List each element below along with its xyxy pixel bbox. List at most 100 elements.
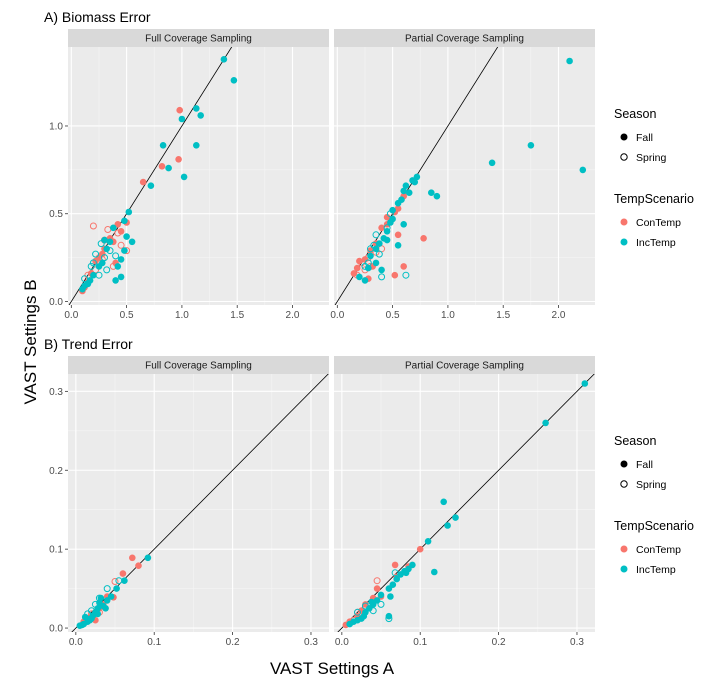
- data-point: [373, 577, 381, 585]
- x-tick-label: 0.3: [570, 637, 584, 648]
- data-point: [119, 570, 127, 577]
- data-point: [102, 605, 109, 612]
- data-point: [378, 273, 386, 281]
- x-tick-label: 0.2: [492, 637, 506, 648]
- data-point: [377, 591, 385, 599]
- data-point: [424, 538, 432, 545]
- data-point: [416, 545, 424, 553]
- data-point: [367, 252, 374, 260]
- data-point: [92, 250, 100, 258]
- data-point: [99, 259, 106, 267]
- x-tick-label: 0.5: [120, 310, 134, 321]
- facet-strip: [68, 29, 329, 47]
- data-point: [361, 602, 369, 610]
- data-point: [97, 240, 105, 248]
- points: [350, 57, 587, 284]
- x-tick-label: 0.1: [147, 637, 161, 648]
- data-point: [372, 259, 380, 267]
- data-point: [370, 241, 378, 249]
- legend-contemp-label: ConTemp: [636, 544, 681, 556]
- data-point: [103, 245, 110, 253]
- trend-error-row: Full Coverage Sampling 0.0 0.1 0.2 0.3 0.0 0.1…: [49, 356, 595, 648]
- data-point: [378, 266, 385, 274]
- legend-spring-label: Spring: [636, 152, 667, 164]
- x-tick-label: 2.0: [552, 310, 566, 321]
- y-tick-label: 1.0: [49, 121, 63, 132]
- points: [76, 554, 152, 629]
- data-point: [394, 205, 402, 212]
- data-point: [103, 597, 111, 604]
- data-point: [117, 241, 125, 249]
- data-point: [579, 166, 587, 174]
- data-point: [101, 236, 108, 244]
- data-point: [115, 577, 123, 585]
- legend-temp-title: TempScenario: [614, 192, 694, 206]
- data-point: [112, 252, 120, 260]
- data-point: [81, 275, 89, 283]
- data-point: [87, 262, 95, 270]
- legend-contemp-label: ConTemp: [636, 217, 681, 229]
- data-point: [428, 189, 435, 196]
- data-point: [383, 236, 391, 244]
- data-point: [176, 106, 183, 114]
- data-point: [405, 189, 413, 196]
- data-point: [158, 163, 166, 170]
- data-point: [372, 245, 380, 253]
- legend-spring-label: Spring: [636, 479, 667, 491]
- facet-strip: [334, 29, 595, 47]
- legend-inctemp-label: IncTemp: [636, 564, 676, 576]
- data-point: [165, 164, 172, 172]
- facet-label: Partial Coverage Sampling: [405, 34, 524, 45]
- data-point: [86, 277, 94, 284]
- data-point: [94, 610, 102, 618]
- data-point: [76, 622, 84, 629]
- x-axis-title: VAST Settings A: [270, 659, 395, 678]
- x-tick-label: 1.5: [496, 310, 510, 321]
- data-point: [383, 224, 391, 232]
- legend-b: Season Fall Spring TempScenario ConTemp …: [614, 434, 694, 576]
- data-point: [365, 264, 372, 272]
- data-point: [383, 213, 391, 221]
- data-point: [400, 221, 408, 228]
- data-point: [383, 228, 391, 235]
- data-point: [394, 231, 402, 239]
- data-point: [197, 112, 204, 119]
- data-point: [385, 615, 393, 623]
- data-point: [112, 277, 119, 284]
- data-point: [369, 607, 377, 615]
- data-point: [361, 277, 369, 284]
- data-point: [111, 578, 119, 585]
- data-point: [386, 210, 394, 218]
- data-point: [356, 273, 363, 281]
- data-point: [393, 575, 401, 583]
- data-point: [128, 238, 136, 246]
- legend-contemp-key: [620, 218, 628, 226]
- data-point: [117, 256, 125, 263]
- data-point: [81, 613, 89, 621]
- x-tick-label: 0.0: [69, 637, 83, 648]
- data-point: [377, 600, 385, 608]
- data-point: [364, 259, 372, 267]
- legend-fall-label: Fall: [636, 459, 653, 471]
- data-point: [566, 57, 573, 65]
- data-point: [411, 178, 419, 186]
- data-point: [95, 271, 103, 279]
- y-tick-label: 0.0: [49, 297, 63, 308]
- data-point: [376, 240, 383, 247]
- x-tick-label: 1.5: [230, 310, 244, 321]
- data-point: [431, 568, 438, 576]
- legend-season-title: Season: [614, 107, 656, 121]
- identity-line: [71, 374, 329, 632]
- legend-spring-key: [620, 480, 628, 488]
- data-point: [389, 206, 396, 214]
- data-point: [230, 77, 238, 84]
- data-point: [110, 224, 117, 232]
- panel-background: [68, 47, 329, 305]
- data-point: [402, 182, 410, 189]
- data-point: [220, 56, 228, 63]
- data-point: [420, 235, 427, 242]
- facet-label: Full Coverage Sampling: [145, 361, 252, 372]
- data-point: [394, 199, 402, 207]
- x-tick-label: 0.0: [330, 310, 344, 321]
